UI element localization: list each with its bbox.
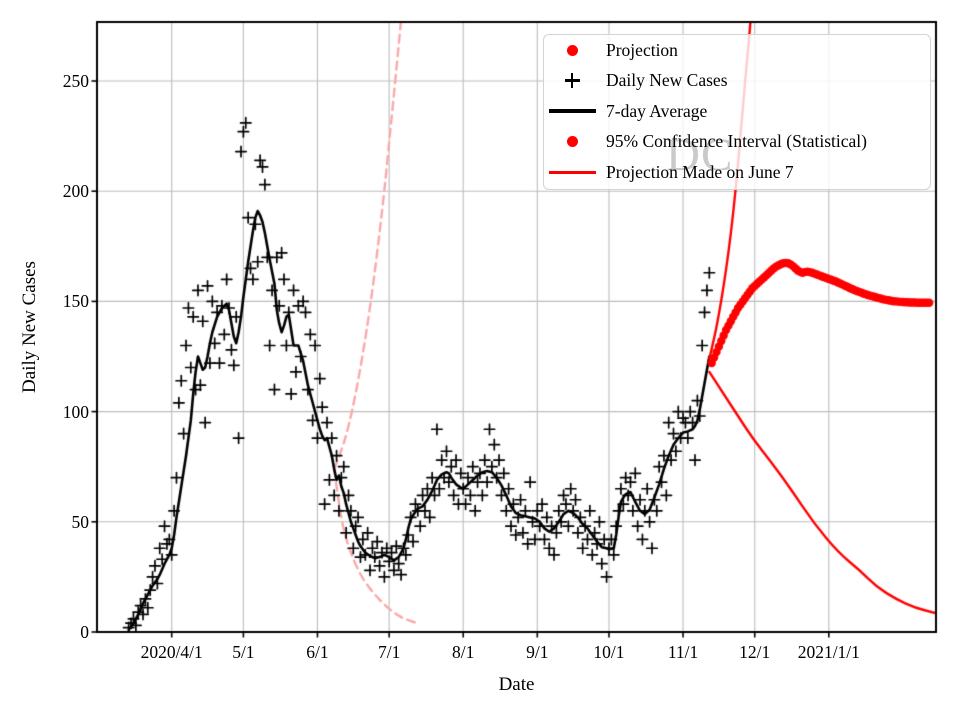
x-tick-label: 5/1 [232,642,255,662]
x-tick-label: 9/1 [526,642,549,662]
legend-item-label: 95% Confidence Interval (Statistical) [606,131,867,152]
legend-item: Daily New Cases [543,65,728,96]
legend-item-label: Daily New Cases [606,70,728,91]
y-tick-label: 250 [62,71,89,91]
x-tick-label: 2020/4/1 [140,642,203,662]
legend-plus-icon [543,73,601,89]
x-tick-label: 7/1 [377,642,401,662]
legend-item-label: Projection Made on June 7 [606,161,794,182]
legend-item: Projection Made on June 7 [543,157,794,188]
x-tick-label: 2021/1/1 [797,642,860,662]
x-tick-label: 6/1 [306,642,329,662]
legend-dot-icon [543,136,601,148]
x-tick-label: 12/1 [739,642,771,662]
legend-item: 95% Confidence Interval (Statistical) [543,126,867,157]
legend-line-icon [543,170,601,175]
x-tick-label: 10/1 [593,642,625,662]
x-tick-label: 11/1 [667,642,699,662]
legend-item: 7-day Average [543,96,707,127]
legend-item-label: Projection [606,39,678,60]
legend-line-icon [543,109,601,113]
x-tick-label: 8/1 [452,642,475,662]
y-tick-label: 200 [62,181,89,202]
y-axis-title: Daily New Cases [19,261,40,393]
x-axis-title: Date [498,674,535,695]
y-tick-label: 100 [62,401,89,422]
legend-item: Projection [543,35,678,66]
legend-item-label: 7-day Average [606,100,708,121]
legend: Projection Daily New Cases 7-day Average 95… [543,34,929,188]
legend-box [543,34,931,190]
legend-dot-icon [543,44,601,56]
y-tick-label: 0 [80,622,89,642]
y-tick-label: 50 [71,511,90,532]
y-tick-label: 150 [62,291,89,312]
